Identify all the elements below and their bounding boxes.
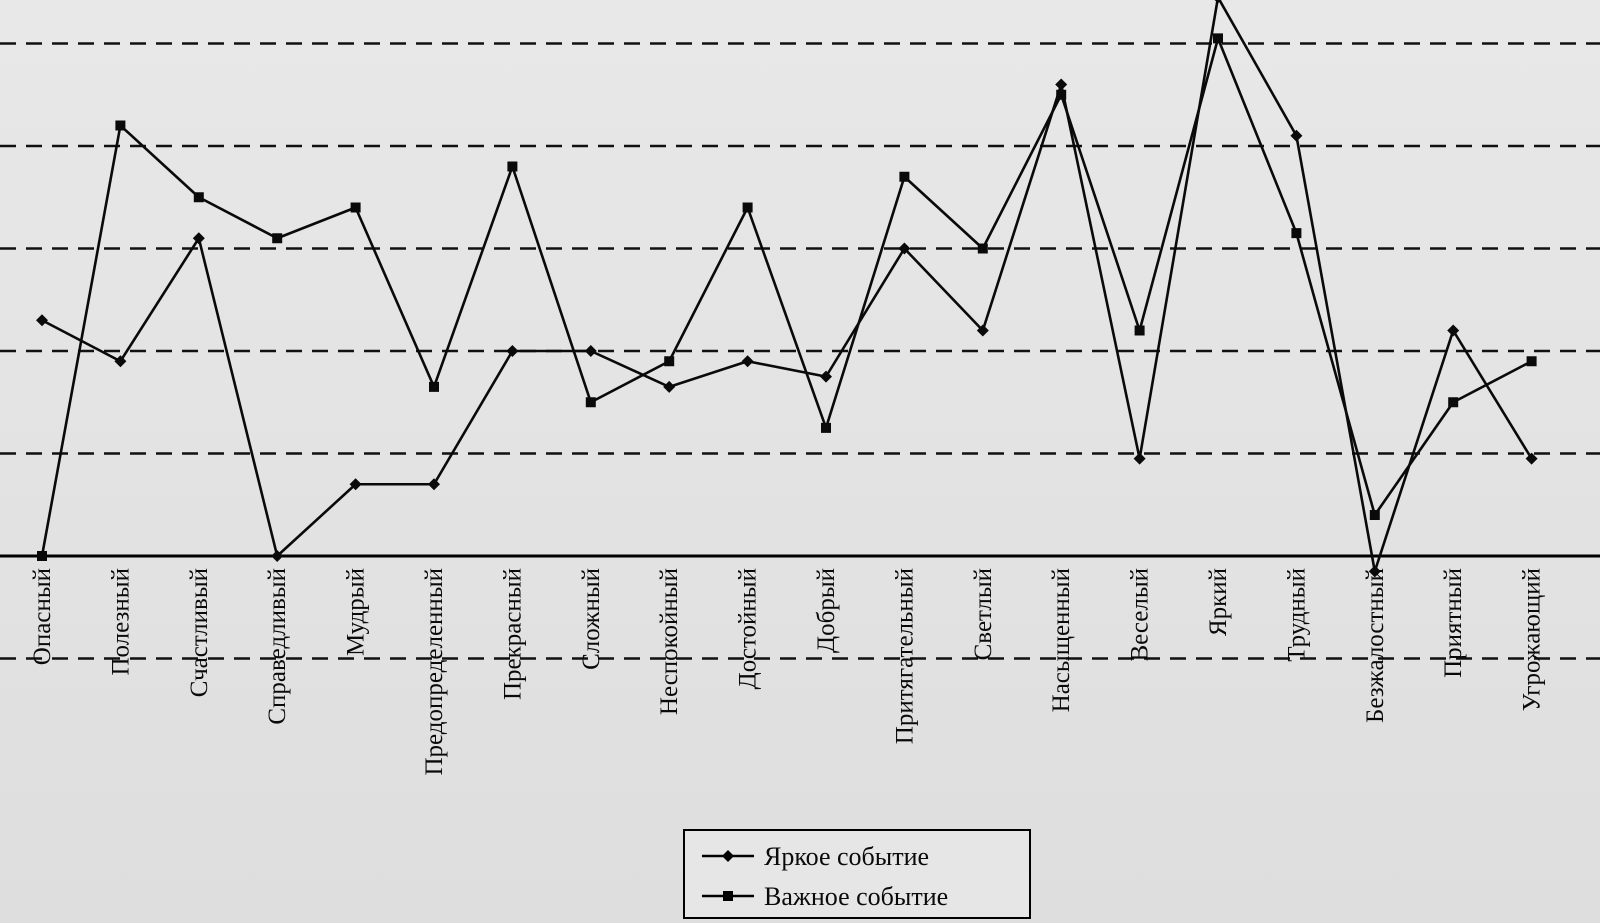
series-2-point [1213,33,1223,44]
x-tick-label: Угрожающий [1519,568,1546,711]
series-group [36,0,1538,578]
x-tick-label: Неспокойный [656,568,683,715]
x-tick-label: Опасный [29,568,56,665]
x-tick-label: Насыщенный [1048,568,1075,712]
series-1-point [898,242,911,255]
series-2-point [664,356,675,367]
legend-square-marker [723,891,733,901]
x-tick-label: Мудрый [343,568,370,656]
series-2-point [1056,89,1067,100]
series-2-point [1134,325,1145,336]
series-1-point [1055,78,1068,91]
series-line-1 [41,0,1533,573]
series-1-point [584,345,597,357]
legend-entry-label: Важное событие [764,882,948,911]
x-tick-label: Трудный [1283,568,1310,662]
x-tick-label: Приятный [1440,568,1467,678]
series-1-point [976,324,989,337]
legend-diamond-marker [722,850,734,862]
series-1-point [1447,324,1460,337]
series-2-point [115,120,126,131]
series-2-point [1526,356,1537,367]
x-tick-label: Яркий [1205,568,1232,636]
series-2-point [821,422,831,433]
series-1-point [820,370,832,383]
x-tick-label: Веселый [1127,568,1154,662]
series-1-point [192,232,205,245]
series-1-point [663,380,676,393]
legend: Яркое событие Важное событие [683,829,1031,919]
legend-box [683,829,1031,919]
x-tick-label: Безжалостный [1362,568,1389,723]
x-tick-label: Предопределенный [421,568,448,776]
series-2-point [977,243,988,254]
series-2-point [350,202,361,213]
series-2-point [272,233,283,244]
series-1-point [36,314,48,327]
x-tick-label: Сложный [578,568,605,670]
series-1-point [1525,452,1538,465]
series-2-point [742,202,753,213]
x-tick-label: Добрый [813,568,840,653]
series-2-point [899,171,910,182]
x-tick-label: Светлый [970,568,997,660]
x-tick-label: Полезный [107,568,134,676]
series-2-point [193,192,204,203]
series-line-2 [40,37,1533,557]
series-1-point [114,355,127,368]
x-tick-label: Справедливый [264,568,291,725]
series-1-point [271,550,284,562]
series-2-point [37,551,47,561]
series-2-point [1448,397,1459,408]
series-1-point [741,355,754,368]
gridlines [0,42,1600,660]
series-2-point [1369,510,1380,520]
series-1-point [1214,0,1222,4]
x-tick-label: Достойный [735,568,762,689]
series-1-point [1290,129,1303,142]
x-tick-labels: Опасный Полезный Счастливый Справедливый Муд… [29,568,1546,776]
series-1-point [1133,452,1146,465]
series-2-point [585,397,596,408]
series-2-point [507,161,518,172]
series-1-point [506,345,519,357]
x-tick-label: Прекрасный [499,568,526,700]
series-1-point [349,478,362,491]
legend-entry-label: Яркое событие [764,842,929,871]
series-1-point [1368,565,1381,578]
x-tick-label: Счастливый [186,568,213,697]
x-tick-label: Притягательный [891,568,918,744]
series-2-point [429,381,439,392]
series-1-point [428,478,440,491]
series-2-point [1291,228,1302,239]
